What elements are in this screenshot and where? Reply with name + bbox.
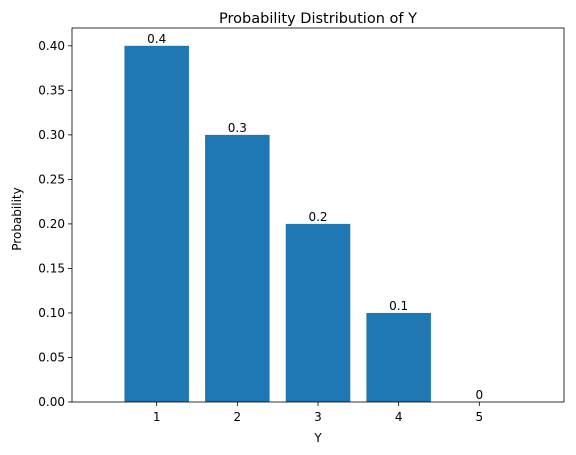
y-tick-label-0.25: 0.25 xyxy=(38,172,65,186)
data-label-3: 0.2 xyxy=(308,210,327,224)
data-label-5: 0 xyxy=(475,388,483,402)
plot-frame xyxy=(71,27,565,403)
y-tick-label-0.00: 0.00 xyxy=(38,395,65,409)
y-tick-label-0.40: 0.40 xyxy=(38,39,65,53)
data-label-4: 0.1 xyxy=(389,299,408,313)
bars-layer xyxy=(124,45,431,403)
x-tick-label-5: 5 xyxy=(475,410,483,424)
bar-3 xyxy=(285,223,351,402)
x-axis-label: Y xyxy=(313,431,322,445)
data-labels: 0.4 0.3 0.2 0.1 0 xyxy=(147,32,483,402)
x-tick-label-2: 2 xyxy=(234,410,242,424)
data-label-2: 0.3 xyxy=(228,121,247,135)
bar-1 xyxy=(124,45,189,403)
y-axis: 0.00 0.05 0.10 0.15 0.20 0.25 0.30 0.35 0.40 xyxy=(38,39,72,409)
y-tick-label-0.35: 0.35 xyxy=(38,83,65,97)
y-tick-label-0.10: 0.10 xyxy=(38,306,65,320)
x-tick-label-1: 1 xyxy=(153,410,161,424)
bar-2 xyxy=(205,134,270,403)
y-tick-label-0.05: 0.05 xyxy=(38,350,65,364)
y-tick-label-0.30: 0.30 xyxy=(38,128,65,142)
y-tick-label-0.20: 0.20 xyxy=(38,217,65,231)
bar-4 xyxy=(366,312,431,402)
data-label-1: 0.4 xyxy=(147,32,166,46)
x-tick-label-4: 4 xyxy=(395,410,403,424)
chart-title: Probability Distribution of Y xyxy=(219,11,417,27)
y-axis-label: Probability xyxy=(10,187,24,250)
y-tick-label-0.15: 0.15 xyxy=(38,261,65,275)
x-axis: 1 2 3 4 5 xyxy=(153,402,483,424)
x-tick-label-3: 3 xyxy=(314,410,322,424)
